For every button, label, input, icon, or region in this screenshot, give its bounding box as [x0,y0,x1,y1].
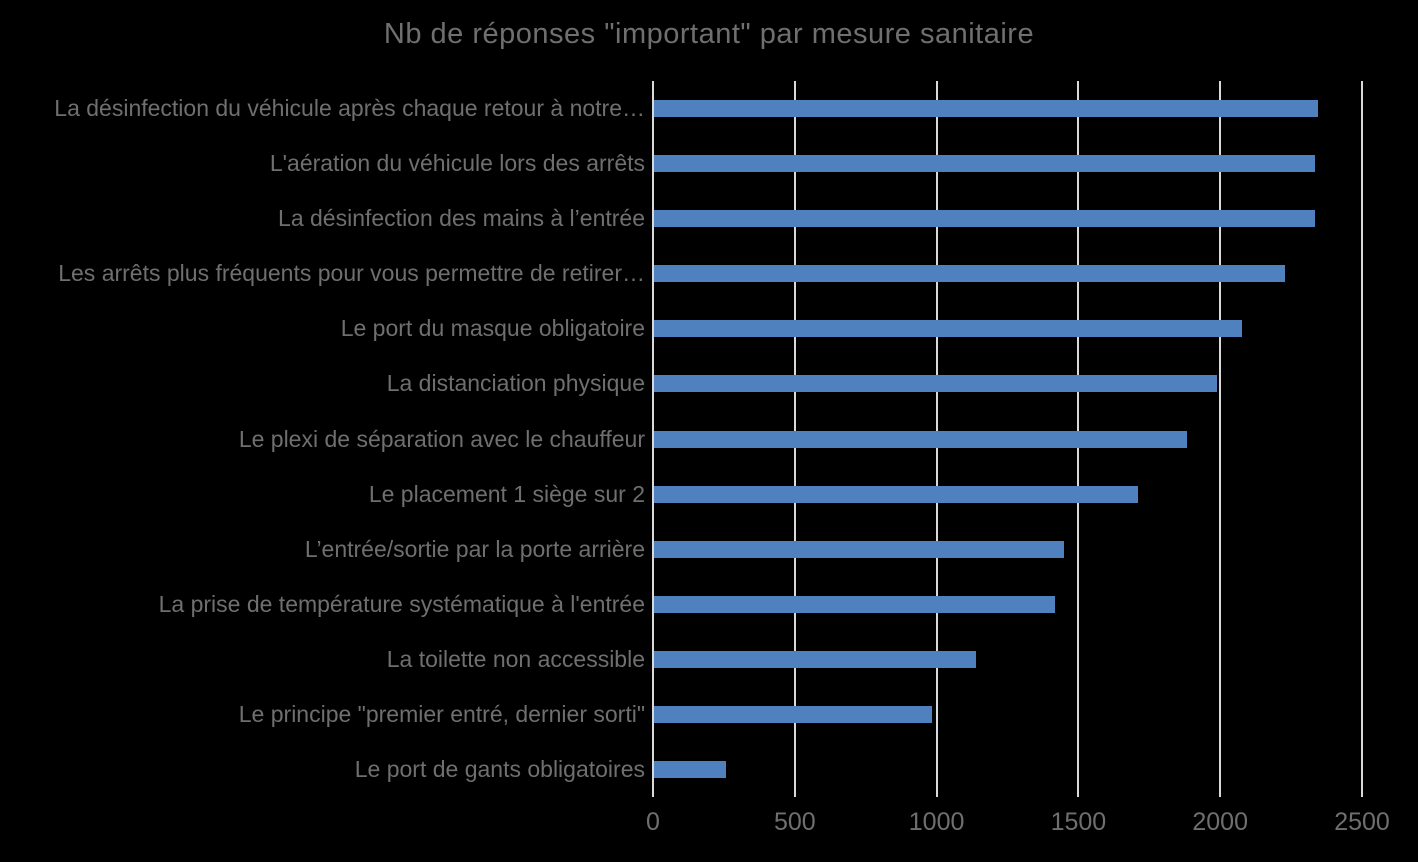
category-label: Le port de gants obligatoires [354,755,645,782]
x-tick-label: 0 [646,808,660,836]
category-label: L’entrée/sortie par la porte arrière [304,535,645,562]
value-axis-line [652,81,654,797]
category-label: Le placement 1 siège sur 2 [368,480,645,507]
bar [654,705,932,723]
bar [654,650,976,668]
bar [654,210,1315,228]
bar [654,100,1318,118]
bar [654,760,727,778]
category-label: La désinfection du véhicule après chaque… [54,95,645,122]
bar [654,375,1217,393]
chart-title: Nb de réponses "important" par mesure sa… [383,18,1035,50]
x-tick-label: 1500 [1050,808,1107,836]
bar [654,155,1315,173]
bar [654,430,1188,448]
category-label: La distanciation physique [386,370,645,397]
category-label: Le plexi de séparation avec le chauffeur [238,425,645,452]
bar [654,485,1138,503]
x-tick-label: 2500 [1334,808,1390,836]
category-label: L'aération du véhicule lors des arrêts [269,150,645,177]
x-tick-label: 2000 [1192,808,1248,836]
bar [654,540,1064,558]
category-label: Le principe "premier entré, dernier sort… [238,700,645,727]
x-tick-label: 500 [773,808,816,836]
category-label: La désinfection des mains à l’entrée [278,205,645,232]
category-label: Le port du masque obligatoire [340,315,645,342]
gridline [1219,81,1222,797]
bar [654,265,1285,283]
x-tick-label: 1000 [908,808,965,836]
bar [654,595,1056,613]
category-label: La prise de température systématique à l… [158,590,645,617]
gridline [1361,81,1363,797]
category-label: La toilette non accessible [386,645,645,672]
category-label: Les arrêts plus fréquents pour vous perm… [58,260,645,287]
bar [654,320,1243,338]
